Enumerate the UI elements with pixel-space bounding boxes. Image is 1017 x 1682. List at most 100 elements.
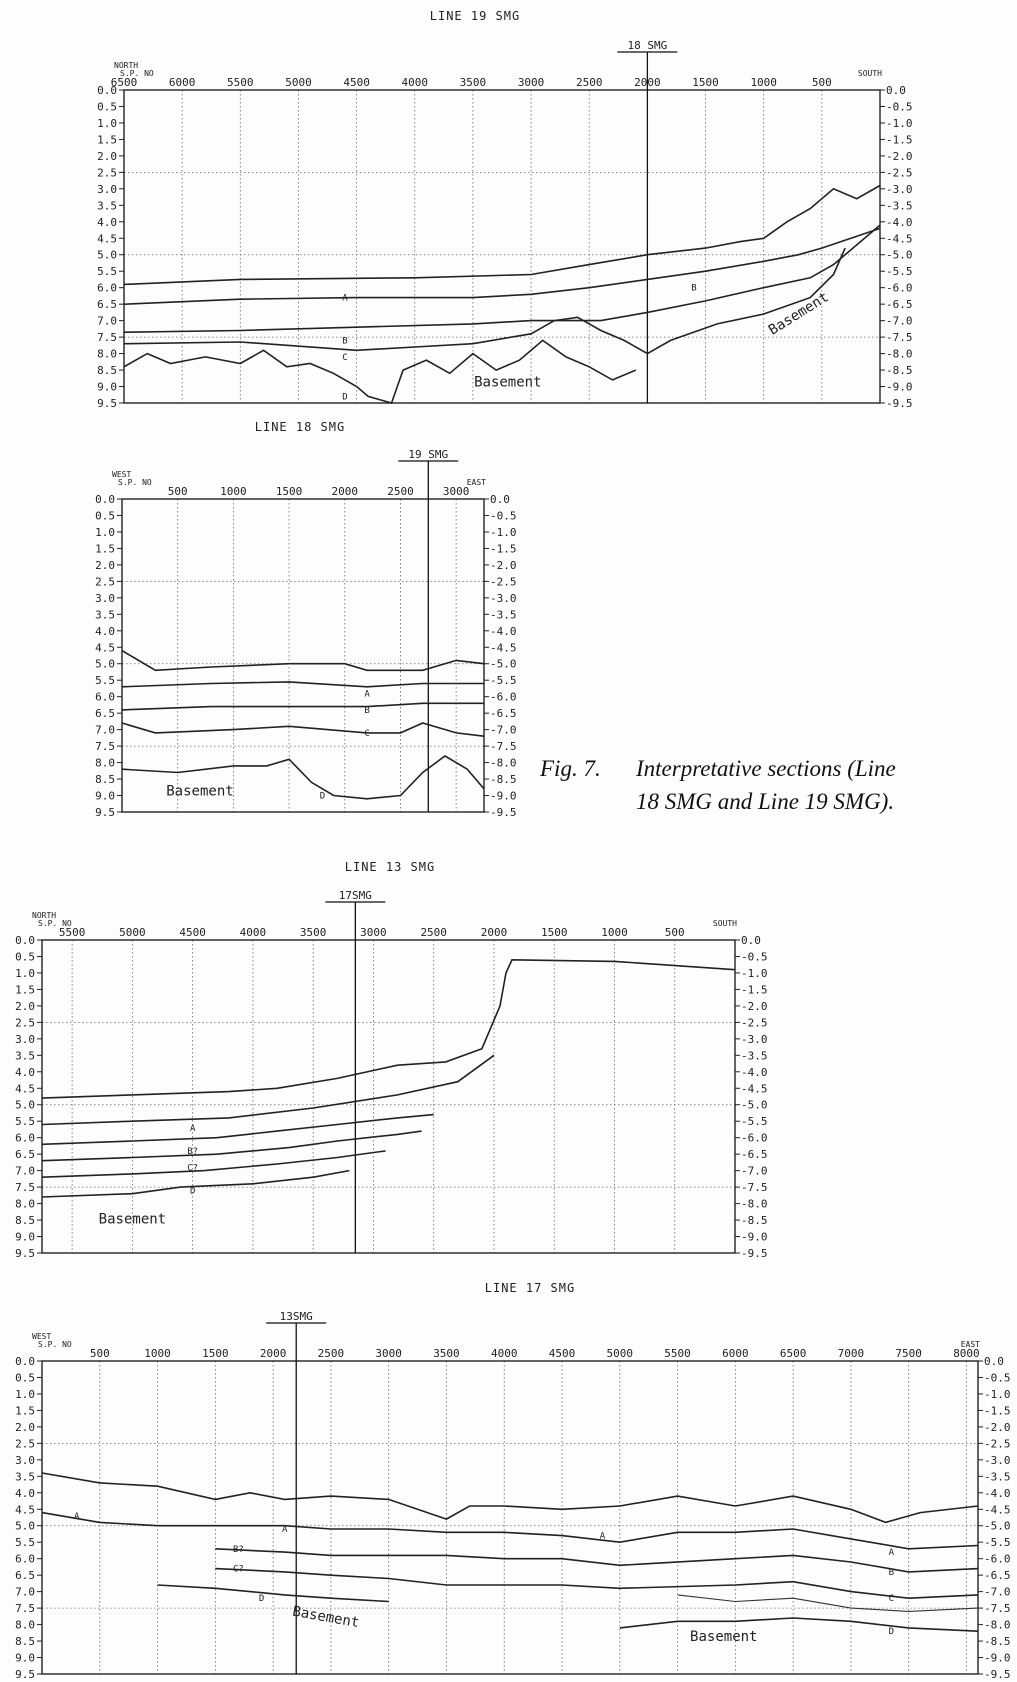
depth-label-left: 5.5 [95, 674, 115, 687]
depth-label-left: 1.0 [15, 1388, 35, 1401]
depth-label-right: -1.0 [490, 526, 517, 539]
depth-label-left: 4.0 [95, 625, 115, 638]
sp-tick-label: 7000 [838, 1347, 865, 1360]
depth-label-left: 8.5 [15, 1635, 35, 1648]
horizon-trace [41, 1054, 495, 1126]
depth-label-right: -4.0 [886, 216, 913, 229]
depth-label-right: -3.5 [984, 1470, 1011, 1483]
depth-label-right: -6.0 [984, 1553, 1011, 1566]
depth-label-left: 2.5 [97, 166, 117, 179]
depth-label-right: -8.5 [741, 1214, 768, 1227]
sp-tick-label: 5000 [119, 926, 146, 939]
horizon-label: B [889, 1568, 894, 1578]
depth-label-right: -1.5 [741, 983, 768, 996]
depth-label-left: 4.5 [97, 232, 117, 245]
sp-tick-label: 8000 [953, 1347, 980, 1360]
sp-tick-label: 2500 [576, 76, 603, 89]
depth-label-left: 9.0 [15, 1652, 35, 1665]
depth-label-right: -5.0 [886, 249, 913, 262]
horizon-label: A [74, 1512, 80, 1522]
depth-label-right: -8.0 [741, 1198, 768, 1211]
depth-label-left: 8.0 [15, 1619, 35, 1632]
horizon-label: D [320, 792, 325, 802]
depth-label-left: 6.0 [95, 691, 115, 704]
sp-tick-label: 2000 [481, 926, 508, 939]
depth-label-right: -5.0 [490, 658, 517, 671]
depth-label-right: -3.0 [984, 1454, 1011, 1467]
depth-label-left: 6.5 [15, 1148, 35, 1161]
horizon-label: B? [187, 1147, 198, 1157]
depth-label-right: -3.0 [741, 1033, 768, 1046]
horizon-label: D [190, 1186, 195, 1196]
depth-label-right: -8.0 [984, 1619, 1011, 1632]
sp-tick-label: 6000 [169, 76, 196, 89]
depth-label-right: -9.5 [984, 1668, 1011, 1681]
depth-label-right: 0.0 [984, 1355, 1004, 1368]
caption-number: Fig. 7. [540, 756, 601, 781]
depth-label-right: -3.0 [886, 183, 913, 196]
sp-tick-label: 1000 [601, 926, 628, 939]
depth-label-left: 3.0 [95, 592, 115, 605]
section-title: LINE 19 SMG [430, 9, 520, 23]
sp-tick-label: 3000 [375, 1347, 402, 1360]
depth-label-right: -1.0 [886, 117, 913, 130]
depth-label-left: 9.0 [97, 381, 117, 394]
horizon-trace [215, 1548, 979, 1573]
depth-label-right: -4.5 [984, 1503, 1011, 1516]
depth-label-right: -5.5 [490, 674, 517, 687]
depth-label-right: -6.0 [886, 282, 913, 295]
horizon-trace [121, 755, 485, 800]
depth-label-right: -2.0 [490, 559, 517, 572]
horizon-trace [41, 958, 736, 1099]
horizon-label: C [342, 353, 347, 363]
sp-tick-label: 3500 [460, 76, 487, 89]
sp-tick-label: 4000 [491, 1347, 518, 1360]
depth-label-left: 6.5 [97, 298, 117, 311]
sp-tick-label: 500 [90, 1347, 110, 1360]
depth-label-right: 0.0 [741, 934, 761, 947]
depth-label-left: 8.5 [97, 364, 117, 377]
horizon-trace [215, 1567, 979, 1600]
depth-label-right: -2.5 [490, 575, 517, 588]
depth-label-left: 2.0 [95, 559, 115, 572]
depth-label-right: -8.0 [886, 348, 913, 361]
depth-label-left: 3.5 [95, 608, 115, 621]
caption-line-1: Interpretative sections (Line [636, 756, 896, 781]
horizon-label: D [889, 1627, 894, 1637]
depth-label-right: -2.5 [886, 166, 913, 179]
depth-label-right: -7.5 [741, 1181, 768, 1194]
horizon-trace [41, 1130, 422, 1162]
depth-label-right: -9.5 [741, 1247, 768, 1260]
depth-label-right: -1.0 [984, 1388, 1011, 1401]
depth-label-left: 5.0 [15, 1520, 35, 1533]
sp-tick-label: 2500 [387, 485, 414, 498]
sp-tick-label: 5500 [59, 926, 86, 939]
depth-label-right: -3.5 [741, 1049, 768, 1062]
depth-label-left: 1.0 [97, 117, 117, 130]
depth-label-right: -9.0 [741, 1231, 768, 1244]
left-direction-label: WEST [32, 1332, 51, 1341]
sp-tick-label: 6000 [722, 1347, 749, 1360]
horizon-trace [123, 227, 881, 305]
depth-label-right: -7.0 [886, 315, 913, 328]
depth-label-left: 0.5 [97, 100, 117, 113]
depth-label-right: -5.5 [886, 265, 913, 278]
depth-label-left: 1.0 [95, 526, 115, 539]
depth-label-right: -2.0 [886, 150, 913, 163]
left-direction-label: NORTH [32, 911, 56, 920]
depth-label-right: -7.5 [490, 740, 517, 753]
depth-label-right: -5.0 [741, 1099, 768, 1112]
horizon-label: D [342, 392, 347, 402]
depth-label-right: -6.5 [886, 298, 913, 311]
depth-label-right: 0.0 [886, 84, 906, 97]
depth-label-left: 9.0 [95, 790, 115, 803]
horizon-trace [121, 681, 484, 688]
sp-tick-label: 3000 [443, 485, 470, 498]
depth-label-left: 4.0 [97, 216, 117, 229]
depth-label-left: 3.0 [15, 1033, 35, 1046]
sp-tick-label: 4500 [549, 1347, 576, 1360]
right-direction-label: SOUTH [713, 919, 737, 928]
depth-label-left: 7.5 [97, 331, 117, 344]
depth-label-right: -4.0 [741, 1066, 768, 1079]
sp-number-label: S.P. NO [38, 919, 72, 928]
